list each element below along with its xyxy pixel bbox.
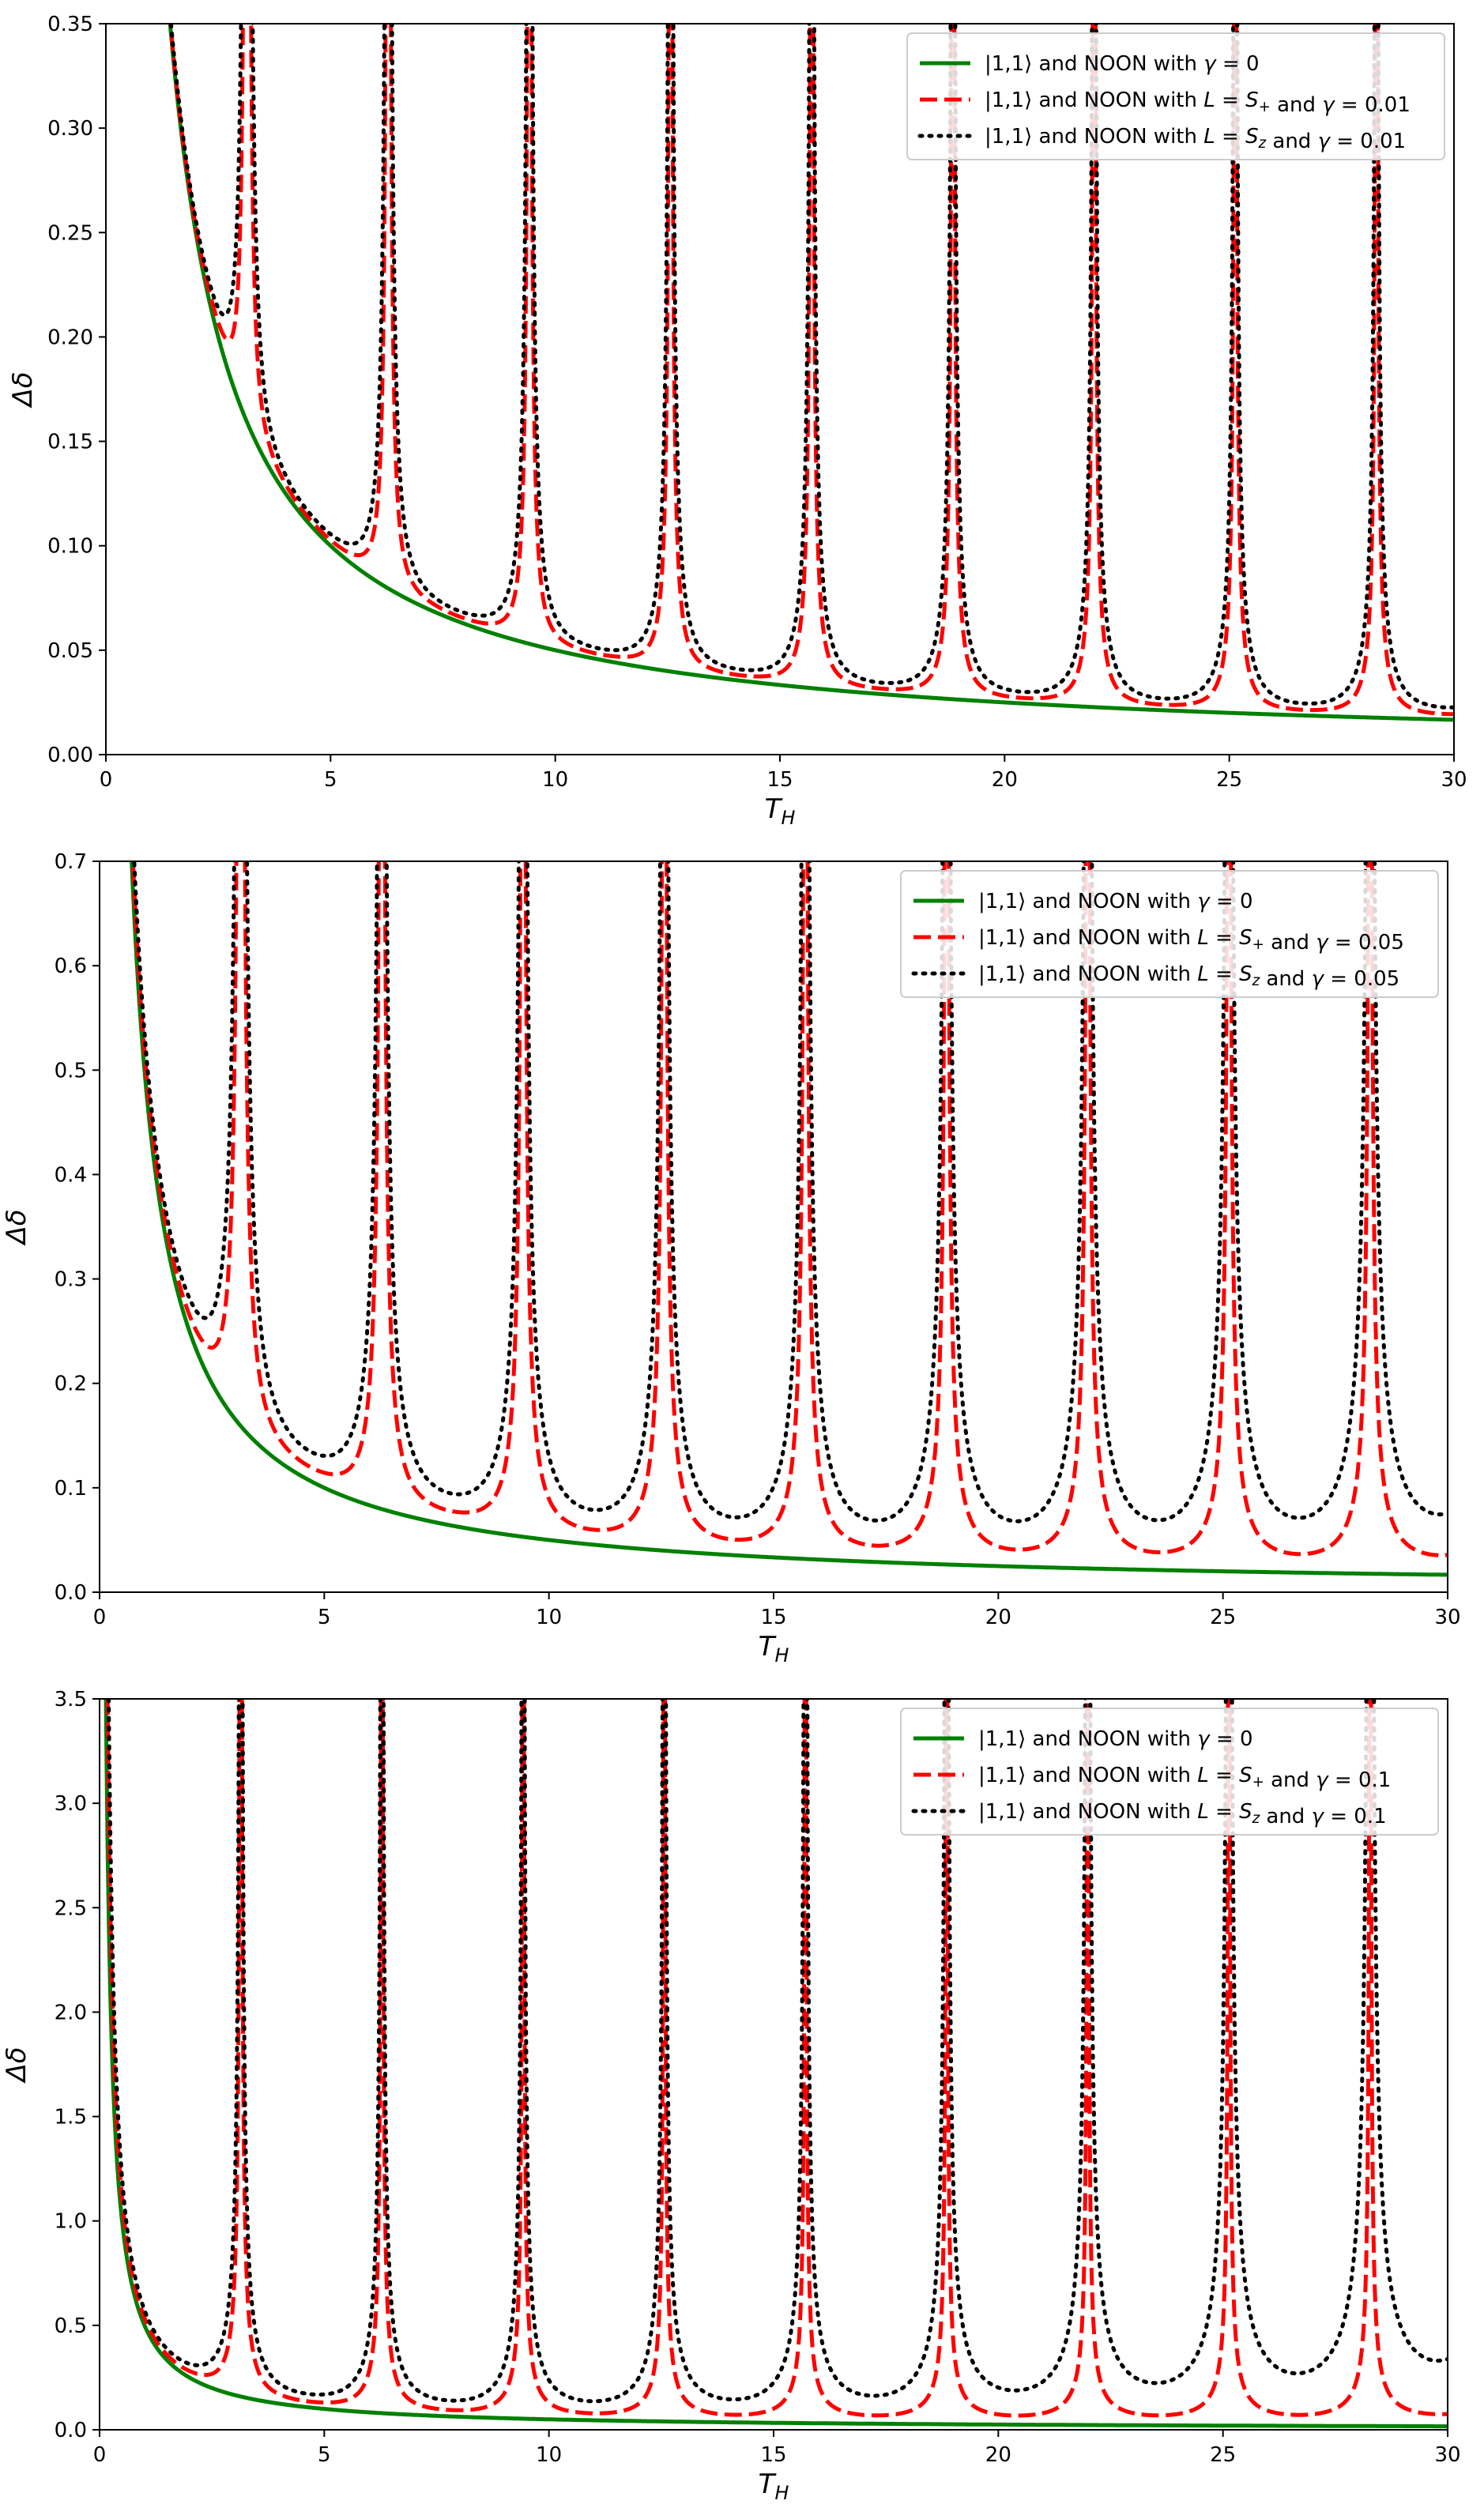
x-tick-label: 15 (760, 1606, 786, 1629)
x-tick-label: 0 (93, 1606, 107, 1629)
legend-label-1: |1,1⟩ and NOON with γ = 0 (978, 890, 1252, 913)
y-tick-label: 3.5 (55, 1688, 87, 1712)
x-tick-label: 5 (318, 1606, 331, 1629)
x-axis-label: TH (765, 793, 796, 829)
series-line-2 (105, 1699, 1448, 2418)
y-tick-label: 0.10 (47, 535, 93, 559)
y-tick-label: 0.1 (55, 1477, 87, 1501)
series-line-3 (132, 861, 1448, 1523)
series-line-2 (168, 24, 1454, 717)
x-axis-label: TH (759, 2468, 789, 2504)
y-tick-label: 0.5 (55, 1059, 87, 1083)
y-tick-label: 0.0 (55, 1581, 87, 1605)
x-tick-label: 25 (1210, 1606, 1236, 1629)
y-tick-label: 0.6 (55, 955, 87, 978)
y-tick-label: 0.35 (47, 13, 93, 36)
legend: |1,1⟩ and NOON with γ = 0 |1,1⟩ and NOON … (900, 870, 1439, 998)
legend-label-1: |1,1⟩ and NOON with γ = 0 (978, 1727, 1252, 1751)
x-tick-label: 20 (985, 2443, 1011, 2467)
series-line-1 (168, 24, 1454, 722)
legend-label-2: |1,1⟩ and NOON with L = S+ and γ = 0.01 (985, 88, 1411, 117)
legend-box (900, 870, 1439, 998)
x-tick-label: 10 (536, 2443, 562, 2467)
x-tick-label: 15 (760, 2443, 786, 2467)
y-tick-label: 0.30 (47, 117, 93, 141)
y-tick-label: 0.0 (55, 2419, 87, 2442)
x-tick-label: 0 (93, 2443, 107, 2467)
y-tick-label: 0.15 (47, 431, 93, 454)
y-tick-label: 0.5 (55, 2314, 87, 2338)
series-line-3 (168, 24, 1454, 710)
series-group (168, 24, 1454, 722)
x-tick-label: 15 (766, 768, 793, 792)
chart-panel-2: 0 5 10 15 20 25 30 0.0 0.1 0.2 0.3 0.4 0.5 0.6 0.7 TH Δδ… (1, 850, 1461, 1666)
legend-label-1: |1,1⟩ and NOON with γ = 0 (985, 52, 1259, 76)
y-tick-label: 3.0 (55, 1792, 87, 1816)
y-tick-label: 0.20 (47, 326, 93, 349)
chart-panel-1: 0 5 10 15 20 25 30 0.00 0.05 0.10 0.15 0.20 0.25 0.30… (7, 13, 1467, 829)
legend-box (906, 32, 1445, 160)
legend-label-3: |1,1⟩ and NOON with L = Sz and γ = 0.1 (978, 1800, 1387, 1828)
x-tick-label: 25 (1216, 768, 1242, 792)
series-line-2 (130, 861, 1448, 1557)
series-line-3 (107, 1699, 1448, 2404)
x-tick-label: 10 (542, 768, 568, 792)
y-axis-label: Δδ (7, 371, 39, 409)
y-tick-label: 2.5 (55, 1896, 87, 1920)
legend-label-2: |1,1⟩ and NOON with L = S+ and γ = 0.1 (978, 1764, 1391, 1792)
y-tick-label: 1.0 (55, 2210, 87, 2234)
series-group (104, 1699, 1448, 2429)
y-tick-label: 1.5 (55, 2106, 87, 2130)
legend-label-3: |1,1⟩ and NOON with L = Sz and γ = 0.05 (978, 962, 1399, 991)
x-tick-label: 20 (985, 1606, 1011, 1629)
x-tick-label: 20 (992, 768, 1018, 792)
x-tick-label: 5 (324, 768, 337, 792)
y-tick-label: 0.7 (55, 850, 87, 874)
legend-label-2: |1,1⟩ and NOON with L = S+ and γ = 0.05 (978, 926, 1404, 955)
y-tick-label: 2.0 (55, 2001, 87, 2024)
x-tick-label: 5 (318, 2443, 331, 2467)
y-tick-label: 0.4 (55, 1163, 87, 1187)
chart-panel-3: 0 5 10 15 20 25 30 0.0 0.5 1.0 1.5 2.0 2.5 3.0 3.5 TH Δδ… (1, 1688, 1461, 2504)
legend-label-3: |1,1⟩ and NOON with L = Sz and γ = 0.01 (985, 125, 1406, 153)
y-tick-label: 0.3 (55, 1268, 87, 1292)
legend: |1,1⟩ and NOON with γ = 0 |1,1⟩ and NOON … (900, 1708, 1439, 1836)
y-tick-label: 0.25 (47, 221, 93, 245)
x-tick-label: 10 (536, 1606, 562, 1629)
legend-box (900, 1708, 1439, 1836)
y-tick-label: 0.00 (47, 744, 93, 767)
y-axis-label: Δδ (1, 1209, 32, 1246)
x-tick-label: 30 (1441, 768, 1467, 792)
y-axis-label: Δδ (1, 2047, 32, 2084)
series-line-1 (130, 861, 1448, 1577)
x-tick-label: 0 (100, 768, 113, 792)
series-line-1 (104, 1699, 1448, 2429)
y-tick-label: 0.05 (47, 639, 93, 663)
x-axis-label: TH (759, 1631, 789, 1666)
x-tick-label: 25 (1210, 2443, 1236, 2467)
legend: |1,1⟩ and NOON with γ = 0 |1,1⟩ and NOON … (906, 32, 1445, 160)
y-tick-label: 0.2 (55, 1373, 87, 1396)
series-group (130, 861, 1448, 1577)
x-tick-label: 30 (1434, 2443, 1460, 2467)
x-tick-label: 30 (1434, 1606, 1460, 1629)
